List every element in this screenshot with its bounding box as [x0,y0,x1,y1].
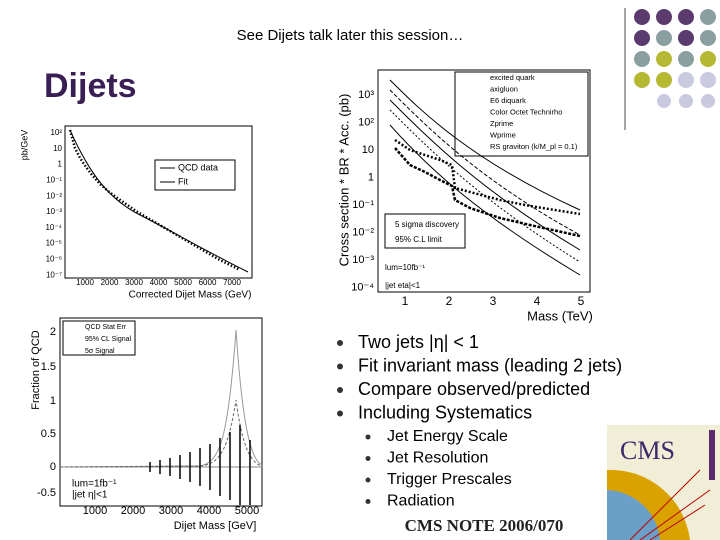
y-tick-label: 1 [368,171,374,183]
legend-label: 95% CL Signal [85,336,131,343]
limits-plot [377,69,591,293]
legend-label: Wprime [490,130,516,139]
x-tick-label: 1000 [83,505,107,517]
sub-bullet-text: Jet Resolution [387,450,488,467]
y-tick-label: 1 [50,395,56,407]
bullet-dot [365,456,371,461]
bullet-dot [365,434,371,440]
legend-label: QCD Stat Err [85,324,127,331]
y-tick-label: 10² [50,128,62,137]
x-tick-label: 2000 [101,278,119,287]
y-tick-label: 10⁻⁴ [351,281,374,293]
x-tick-label: 1000 [76,278,94,287]
x-tick-label: 2 [446,294,453,308]
bullet-dot [365,499,371,504]
x-tick-label: 5000 [174,278,192,287]
legend-label: RS graviton (k/M_pl = 0.1) [490,142,578,151]
bullet-dot [365,477,371,483]
y-axis-label: Cross section * BR * Acc. (pb) [336,94,351,267]
sub-bullet-text: Jet Energy Scale [387,428,508,445]
y-tick-label: 10⁻¹ [352,199,374,211]
title: Dijets [44,67,137,105]
y-tick-label: 10 [53,144,62,153]
y-tick-label: 10 [362,144,374,156]
y-tick-label: 10³ [358,89,374,101]
x-axis-label: Mass (TeV) [527,308,593,323]
x-tick-label: 7000 [223,278,241,287]
bullet-dot [337,340,343,346]
bullet-text: Including Systematics [358,402,532,422]
legend-label: axigluon [490,84,518,93]
y-tick-label: 0.5 [41,428,56,440]
y-tick-label: 0 [50,461,56,473]
subtitle: See Dijets talk later this session… [237,27,464,44]
annotation: |jet eta|<1 [385,281,421,290]
x-tick-label: 3000 [125,278,143,287]
legend-label: E6 diquark [490,96,526,105]
legend-label: excited quark [490,73,535,82]
y-tick-label: -0.5 [37,487,56,499]
spectrum-plot [64,125,253,279]
x-axis-label: Corrected Dijet Mass (GeV) [129,290,252,301]
y-axis-label: pb/GeV [19,130,29,161]
legend-label: Zprime [490,119,513,128]
x-tick-label: 5000 [235,505,259,517]
bullet-dot [337,363,343,370]
y-tick-label: 1 [58,160,63,169]
x-tick-label: 4000 [150,278,168,287]
annotation: lum=10fb⁻¹ [385,263,425,272]
x-tick-label: 4000 [197,505,221,517]
y-tick-label: 10² [358,116,374,128]
annotation: |jet η|<1 [72,490,108,501]
x-tick-label: 3000 [159,505,183,517]
legend-label: Color Octet Technirho [490,107,562,116]
x-tick-label: 2000 [121,505,145,517]
bullet-text: Fit invariant mass (leading 2 jets) [358,355,622,375]
y-tick-label: 10⁻⁵ [46,239,62,248]
y-tick-label: 10⁻⁶ [46,255,62,264]
y-tick-label: 10⁻³ [352,254,374,266]
decor-dots [624,8,716,130]
x-tick-label: 6000 [199,278,217,287]
x-tick-label: 5 [578,294,585,308]
y-tick-label: 10⁻⁷ [46,270,62,279]
bullet-dot [337,387,343,393]
annotation: 95% C.L limit [395,235,443,244]
bullet-dot [337,410,343,417]
annotation: lum=1fb⁻¹ [72,479,117,490]
y-tick-label: 10⁻² [352,226,374,238]
y-tick-label: 10⁻³ [46,207,62,216]
annotation: 5 sigma discovery [395,220,459,229]
legend-label: Fit [178,176,188,186]
x-axis-label: Dijet Mass [GeV] [174,520,257,532]
note-label: CMS NOTE 2006/070 [405,516,564,535]
x-tick-label: 1 [402,294,409,308]
legend-label: 5σ Signal [85,348,115,355]
bullet-text: Compare observed/predicted [358,379,590,399]
y-tick-label: 2 [50,326,56,338]
cms-logo: CMS [607,425,720,540]
sub-bullet-text: Trigger Prescales [387,471,512,488]
legend-label: QCD data [178,162,218,172]
sub-bullet-text: Radiation [387,493,455,510]
bullet-text: Two jets |η| < 1 [358,332,479,352]
y-tick-label: 10⁻¹ [46,176,62,185]
y-tick-label: 10⁻⁴ [45,223,62,232]
logo-text: CMS [620,436,675,465]
fraction-plot [59,317,263,507]
x-tick-label: 4 [534,294,541,308]
x-tick-label: 3 [490,294,497,308]
y-axis-label: Fraction of QCD [30,330,42,410]
y-tick-label: 1.5 [41,361,56,373]
y-tick-label: 10⁻² [46,191,62,200]
